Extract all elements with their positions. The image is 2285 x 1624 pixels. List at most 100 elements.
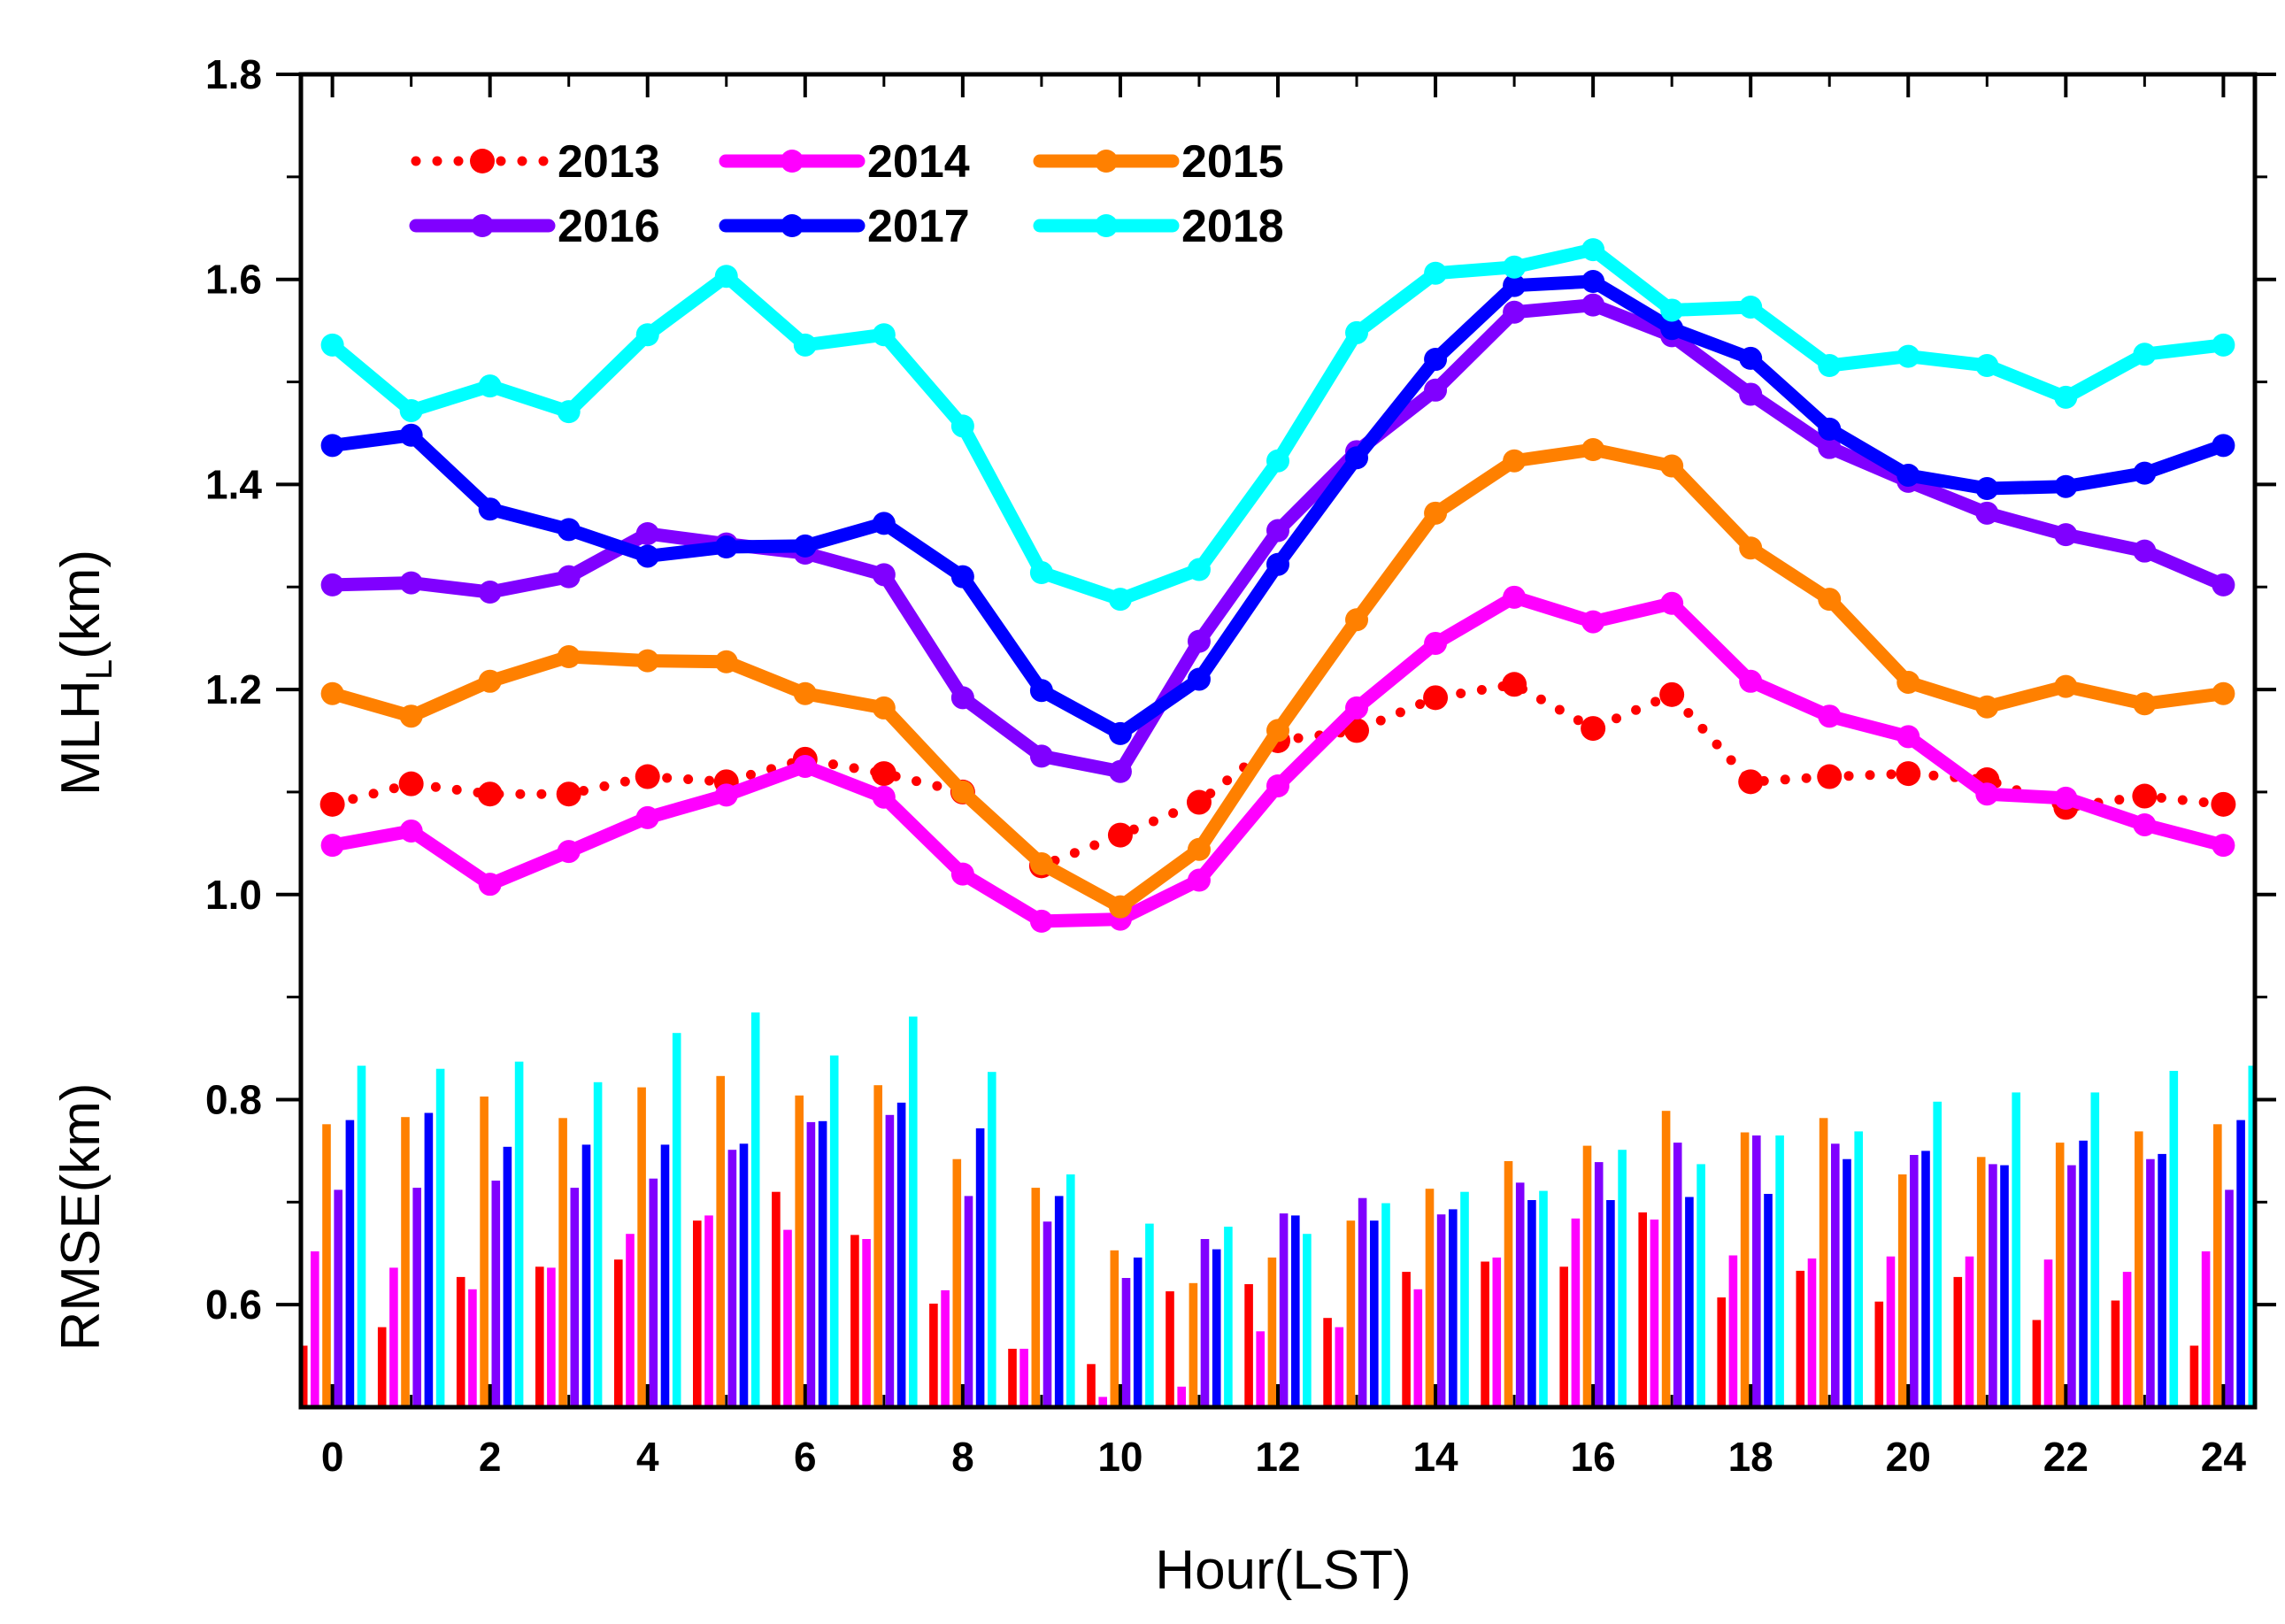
- legend-label: 2014: [867, 136, 970, 188]
- rmse-bar: [1696, 1164, 1705, 1407]
- data-point: [1187, 837, 1211, 861]
- y-tick-label: 0.8: [205, 1076, 262, 1122]
- data-point: [2054, 674, 2078, 698]
- y-axis-title-base: MLH: [50, 680, 112, 796]
- rmse-bar: [2135, 1131, 2143, 1407]
- data-point: [320, 834, 344, 858]
- rmse-bar: [2055, 1143, 2065, 1407]
- rmse-bar: [1638, 1212, 1647, 1407]
- data-point: [478, 374, 502, 398]
- data-point: [950, 414, 974, 438]
- rmse-bar: [1717, 1297, 1726, 1407]
- rmse-bar: [626, 1234, 635, 1407]
- rmse-bar: [1145, 1223, 1154, 1407]
- rmse-bar: [1874, 1301, 1884, 1407]
- rmse-bar: [1775, 1135, 1784, 1407]
- x-axis-title: Hour(LST): [1155, 1540, 1411, 1601]
- rmse-bar: [298, 1345, 308, 1407]
- data-point: [635, 323, 659, 347]
- data-point: [950, 862, 974, 886]
- rmse-bar: [334, 1189, 342, 1407]
- data-point: [1029, 679, 1053, 703]
- rmse-bar: [1728, 1255, 1738, 1407]
- legend-label: 2016: [558, 201, 660, 252]
- data-point: [1896, 463, 1920, 487]
- data-point: [950, 565, 974, 589]
- rmse-bar: [1910, 1155, 1919, 1407]
- rmse-bar: [975, 1128, 985, 1407]
- rmse-bar: [1133, 1257, 1142, 1407]
- rmse-bar: [850, 1235, 859, 1407]
- data-point: [2132, 783, 2158, 809]
- data-point: [1581, 238, 1605, 262]
- data-point: [557, 645, 581, 669]
- rmse-bar: [2248, 1066, 2258, 1407]
- rmse-bar: [704, 1215, 713, 1407]
- rmse-bar: [468, 1289, 477, 1407]
- legend-label: 2018: [1181, 201, 1284, 252]
- rmse-bar: [1976, 1157, 1986, 1407]
- rmse-bar: [1346, 1220, 1356, 1407]
- data-point: [478, 497, 502, 521]
- data-point: [1896, 344, 1920, 368]
- data-point: [2212, 333, 2235, 357]
- rmse-bar: [1764, 1194, 1773, 1407]
- data-point: [1738, 769, 1764, 795]
- data-point: [478, 873, 502, 897]
- rmse-bar: [964, 1196, 973, 1407]
- rmse-bar: [1189, 1282, 1198, 1407]
- rmse-bar: [322, 1124, 331, 1407]
- legend-item-2014: 2014: [719, 136, 970, 188]
- rmse-bar: [1740, 1132, 1750, 1407]
- data-point: [872, 696, 896, 720]
- data-point: [1345, 446, 1369, 470]
- rmse-bar: [2012, 1092, 2020, 1407]
- rmse-bar: [929, 1304, 938, 1407]
- rmse-bar: [862, 1239, 871, 1407]
- data-point: [1503, 585, 1527, 609]
- data-point: [1975, 695, 1999, 719]
- rmse-bar: [750, 1012, 760, 1407]
- data-point: [1896, 761, 1921, 787]
- data-point: [1975, 354, 1999, 378]
- rmse-bar: [1054, 1196, 1064, 1407]
- data-point: [635, 805, 659, 829]
- data-point: [872, 563, 896, 587]
- rmse-bar: [1121, 1278, 1131, 1407]
- data-point: [1108, 588, 1132, 612]
- rmse-bar: [424, 1112, 434, 1407]
- rmse-bar: [1685, 1197, 1694, 1407]
- rmse-bar: [1381, 1203, 1390, 1407]
- legend-marker: [781, 214, 804, 237]
- data-point: [1739, 295, 1763, 319]
- axes: 0 2 4 6 8 10 12 14 16 18 20 22 240.60.81.01.21.41.61…: [205, 51, 2276, 1480]
- data-point: [399, 571, 423, 595]
- series-2018: [320, 238, 2235, 612]
- rmse-bar: [1460, 1191, 1469, 1407]
- rmse-bar: [1481, 1261, 1489, 1407]
- x-tick-label: 18: [1728, 1434, 1773, 1480]
- data-point: [1424, 501, 1448, 525]
- rmse-bar: [1539, 1190, 1548, 1407]
- data-point: [2211, 791, 2236, 817]
- y-axis-title-rmse: RMSE(km): [50, 1082, 112, 1351]
- data-point: [2133, 692, 2157, 716]
- rmse-bar: [2067, 1165, 2076, 1407]
- rmse-bar: [2090, 1092, 2100, 1407]
- rmse-bar: [570, 1188, 580, 1407]
- rmse-bar: [649, 1178, 658, 1407]
- legend-marker: [470, 149, 495, 173]
- data-point: [635, 764, 660, 789]
- data-point: [1817, 764, 1843, 789]
- data-point: [399, 423, 423, 447]
- rmse-bar: [885, 1114, 895, 1407]
- data-point: [1187, 629, 1211, 653]
- legend-item-2016: 2016: [409, 201, 660, 252]
- rmse-bar: [389, 1267, 398, 1407]
- rmse-bar: [1031, 1188, 1041, 1407]
- data-point: [1660, 454, 1684, 478]
- rmse-bars: [298, 1012, 2258, 1407]
- x-tick-label: 10: [1097, 1434, 1142, 1480]
- data-point: [1975, 501, 1999, 525]
- data-point: [950, 686, 974, 710]
